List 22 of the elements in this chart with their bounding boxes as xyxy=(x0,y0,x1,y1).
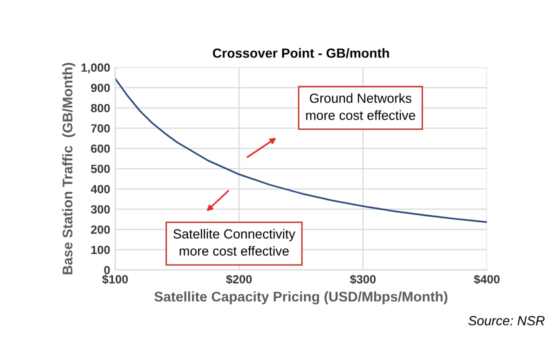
y-axis-title: Base Station Traffic (GB/Month) xyxy=(62,62,76,274)
y-tick-label: 100 xyxy=(91,246,110,254)
x-axis-title: Satellite Capacity Pricing (USD/Mbps/Month) xyxy=(154,291,448,304)
y-tick-label: 200 xyxy=(91,225,110,234)
annotation: Ground Networks more cost effective xyxy=(306,93,416,120)
line-series xyxy=(115,78,487,223)
y-tick-label: 500 xyxy=(90,164,110,174)
annotation: Satellite Connectivity more cost effective xyxy=(173,228,296,256)
x-tick-label: $300 xyxy=(350,274,376,284)
y-tick-label: 600 xyxy=(91,144,110,153)
x-tick-label: $200 xyxy=(226,274,252,284)
chart-title: Crossover Point - GB/month xyxy=(212,48,389,58)
x-tick-label: $400 xyxy=(474,274,500,284)
y-tick-label: 300 xyxy=(90,205,110,214)
y-tick-label: 0 xyxy=(104,266,110,274)
x-tick-label: $100 xyxy=(102,274,128,284)
source-note: Source: NSR xyxy=(468,316,545,326)
y-tick-label: 800 xyxy=(90,104,110,112)
y-tick-label: 400 xyxy=(90,184,110,194)
y-tick-label: 700 xyxy=(91,124,110,133)
y-tick-label: 900 xyxy=(91,84,110,92)
y-tick-label: 1,000 xyxy=(81,63,110,74)
